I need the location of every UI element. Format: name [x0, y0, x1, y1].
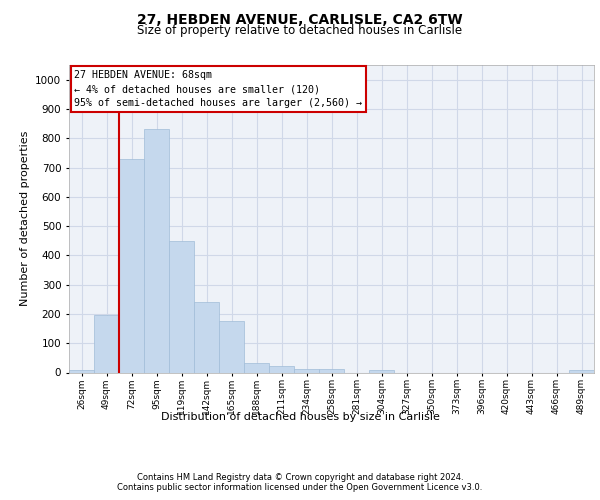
Text: 27, HEBDEN AVENUE, CARLISLE, CA2 6TW: 27, HEBDEN AVENUE, CARLISLE, CA2 6TW [137, 12, 463, 26]
Text: Distribution of detached houses by size in Carlisle: Distribution of detached houses by size … [161, 412, 439, 422]
Bar [269, 366, 294, 372]
Text: Size of property relative to detached houses in Carlisle: Size of property relative to detached ho… [137, 24, 463, 37]
Bar [119, 158, 144, 372]
Bar [169, 242, 194, 372]
Text: 27 HEBDEN AVENUE: 68sqm
← 4% of detached houses are smaller (120)
95% of semi-de: 27 HEBDEN AVENUE: 68sqm ← 4% of detached… [74, 70, 362, 108]
Bar [369, 370, 394, 372]
Text: Contains public sector information licensed under the Open Government Licence v3: Contains public sector information licen… [118, 484, 482, 492]
Bar [94, 316, 119, 372]
Text: Contains HM Land Registry data © Crown copyright and database right 2024.: Contains HM Land Registry data © Crown c… [137, 472, 463, 482]
Bar [294, 369, 319, 372]
Bar [319, 369, 344, 372]
Bar [569, 370, 594, 372]
Y-axis label: Number of detached properties: Number of detached properties [20, 131, 29, 306]
Bar [194, 302, 219, 372]
Bar [219, 322, 244, 372]
Bar [144, 130, 169, 372]
Bar [244, 363, 269, 372]
Bar [69, 370, 94, 372]
